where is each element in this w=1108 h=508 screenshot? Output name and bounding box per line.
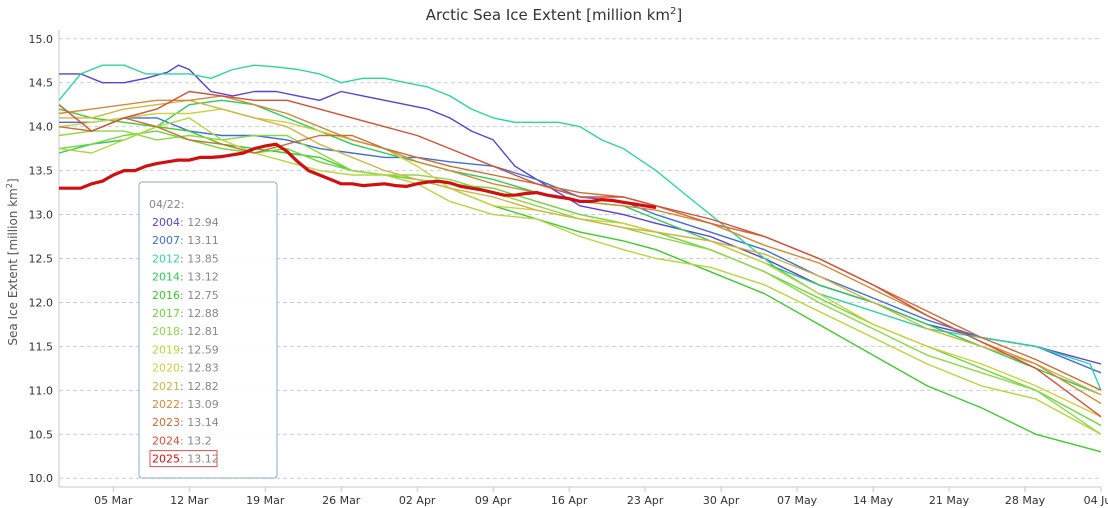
- series-lines: [58, 64, 1102, 453]
- tooltip-row-2016: 2016: 12.75: [152, 289, 219, 302]
- x-tick-label: 26 Mar: [322, 494, 361, 507]
- y-tick-label: 12.0: [29, 296, 54, 309]
- x-tick-label: 09 Apr: [475, 494, 512, 507]
- tooltip-row-2025: 2025: 13.12: [152, 453, 219, 466]
- tooltip-row-2014: 2014: 13.12: [152, 271, 219, 284]
- x-axis-ticks: 05 Mar 12 Mar 19 Mar 26 Mar 02 Apr 09 Apr 16 A…: [94, 487, 1108, 507]
- x-tick-label: 05 Mar: [94, 494, 133, 507]
- x-tick-label: 12 Mar: [170, 494, 209, 507]
- y-tick-label: 14.0: [29, 121, 54, 134]
- y-tick-label: 15.0: [29, 33, 54, 46]
- tooltip-row-2007: 2007: 13.11: [152, 234, 219, 247]
- tooltip-row-2020: 2020: 12.83: [152, 362, 219, 375]
- x-tick-label: 04 Jun: [1084, 494, 1108, 507]
- x-tick-label: 28 May: [1005, 494, 1046, 507]
- tooltip-row-2019: 2019: 12.59: [152, 343, 219, 356]
- series-line-2022[interactable]: [58, 95, 1102, 405]
- y-tick-label: 10.0: [29, 472, 54, 485]
- series-line-2025[interactable]: [59, 142, 657, 210]
- series-line-2024[interactable]: [58, 90, 1102, 418]
- tooltip: 04/22: 2004: 12.94 2007: 13.11 2012: 13.85…: [138, 181, 278, 479]
- series-line-2020[interactable]: [58, 108, 1102, 418]
- tooltip-row-2018: 2018: 12.81: [152, 325, 219, 338]
- y-axis-label: Sea Ice Extent [million km2]: [5, 178, 20, 345]
- x-tick-label: 30 Apr: [703, 494, 740, 507]
- chart-title: Arctic Sea Ice Extent [million km2]: [426, 6, 683, 24]
- x-tick-label: 21 May: [929, 494, 970, 507]
- y-axis-ticks: 15.0 14.5 14.0 13.5 13.0 12.5 12.0 11.5 11.0 10.5…: [29, 33, 54, 485]
- series-line-2014[interactable]: [58, 99, 1102, 396]
- tooltip-highlight: [149, 450, 218, 468]
- series-line-2004[interactable]: [59, 64, 1102, 365]
- series-line-2019[interactable]: [58, 117, 1102, 435]
- y-tick-label: 13.0: [29, 209, 54, 222]
- tooltip-box: [138, 181, 278, 479]
- tooltip-row-2012: 2012: 13.85: [152, 252, 219, 265]
- tooltip-row-2023: 2023: 13.14: [152, 416, 219, 429]
- y-tick-label: 10.5: [29, 428, 54, 441]
- x-tick-label: 19 Mar: [246, 494, 285, 507]
- tooltip-date: 04/22:: [149, 198, 184, 211]
- y-tick-label: 12.5: [29, 253, 54, 266]
- y-tick-label: 13.5: [29, 165, 54, 178]
- x-tick-label: 14 May: [853, 494, 894, 507]
- x-tick-label: 02 Apr: [399, 494, 436, 507]
- tooltip-row-2024: 2024: 13.2: [152, 434, 212, 447]
- tooltip-row-2021: 2021: 12.82: [152, 380, 219, 393]
- x-tick-label: 16 Apr: [551, 494, 588, 507]
- series-line-2021[interactable]: [59, 99, 1102, 396]
- y-tick-label: 11.0: [29, 384, 54, 397]
- series-line-2007[interactable]: [59, 117, 1102, 374]
- series-line-2018[interactable]: [58, 130, 1102, 435]
- tooltip-row-2022: 2022: 13.09: [152, 398, 219, 411]
- x-tick-label: 23 Apr: [627, 494, 664, 507]
- y-tick-label: 14.5: [29, 77, 54, 90]
- y-tick-label: 11.5: [29, 340, 54, 353]
- x-tick-label: 07 May: [777, 494, 818, 507]
- tooltip-row-2017: 2017: 12.88: [152, 307, 219, 320]
- tooltip-row-2004: 2004: 12.94: [152, 216, 219, 229]
